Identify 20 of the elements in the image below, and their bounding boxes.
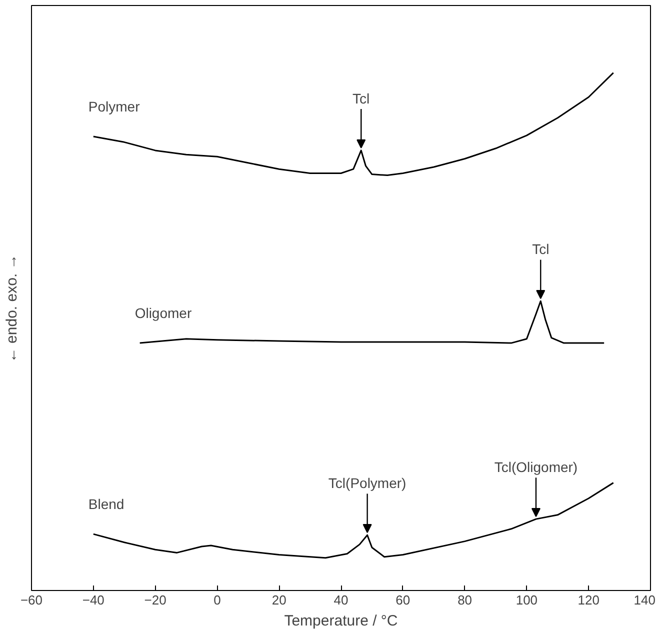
- series-label: Polymer: [88, 98, 140, 114]
- x-tick-label: −40: [82, 592, 104, 608]
- annotation: Tcl(Polymer): [328, 475, 406, 492]
- y-axis-title: ← endo. exo. →: [4, 254, 20, 363]
- series-label: Oligomer: [134, 305, 192, 322]
- annotation: Tcl: [532, 241, 550, 258]
- x-tick-label: 120: [578, 592, 600, 608]
- series-label: Blend: [88, 496, 124, 512]
- x-tick-label: −20: [144, 592, 166, 608]
- x-tick-label: −60: [20, 592, 43, 608]
- annotation: Tcl(Oligomer): [494, 459, 578, 476]
- x-axis-title: Temperature / °C: [284, 612, 398, 630]
- x-tick-label: 0: [214, 592, 221, 608]
- x-tick-label: 80: [458, 592, 472, 608]
- x-tick-label: 100: [516, 592, 538, 608]
- annotation: Tcl: [352, 90, 370, 106]
- x-tick-label: 60: [396, 592, 410, 608]
- x-tick-label: 140: [634, 592, 656, 608]
- x-tick-label: 40: [334, 592, 348, 608]
- x-tick-label: 20: [272, 592, 286, 608]
